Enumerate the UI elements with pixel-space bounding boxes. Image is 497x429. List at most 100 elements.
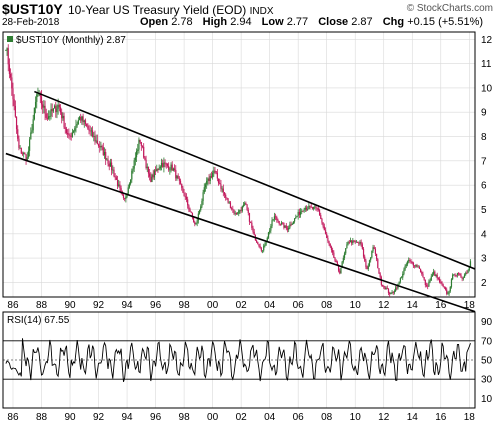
candle-body [442,284,444,287]
candle-body [207,178,209,181]
price-x-tick-label: 06 [293,300,305,311]
candle-body [252,227,254,232]
candle-body [329,244,331,247]
candle-body [6,48,8,51]
exchange-label: INDX [249,6,274,17]
rsi-x-tick-label: 94 [121,412,133,423]
candle-body [64,127,66,129]
candle-body [429,280,431,282]
candle-body [386,288,388,289]
candle-body [245,203,247,205]
candle-body [371,250,373,258]
rsi-x-tick-label: 88 [36,412,48,423]
candle-body [381,284,384,286]
candle-body [465,272,467,275]
candle-body [424,279,426,285]
candle-body [141,145,144,147]
candle-body [326,233,328,239]
candle-body [200,206,202,211]
candle-body [34,101,37,108]
price-panel-frame [2,31,476,298]
candle-body [468,266,470,271]
candle-body [421,272,423,274]
candle-body [106,159,108,161]
candle-body [318,209,321,216]
candle-body [57,104,59,109]
candle-body [78,116,81,121]
candle-body [238,210,240,214]
candle-body [100,146,102,148]
candle-body [20,147,22,154]
candle-body [43,105,45,108]
candle-body [261,250,264,252]
candle-body [55,105,57,113]
candle-body [44,105,46,114]
candle-body [170,164,172,170]
candle-body [391,292,393,294]
candle-body [101,146,103,148]
high-label: High [202,16,228,28]
candle-body [427,285,429,287]
candle-body [272,219,274,221]
candle-body [417,266,419,268]
candle-body [74,128,76,132]
candle-body [454,274,456,276]
candle-body [412,262,415,266]
price-y-tick-label: 7 [481,156,487,167]
candle-body [284,225,286,228]
candle-body [390,292,392,295]
candle-body [376,253,378,260]
candle-body [236,213,239,215]
price-x-tick-label: 14 [407,300,419,311]
candle-body [189,209,191,212]
candle-body [219,183,221,185]
candle-body [441,282,443,285]
candle-body [351,240,353,244]
candle-body [32,119,34,131]
candle-body [316,207,318,209]
candle-body [93,135,95,137]
candle-body [259,246,261,249]
candle-body [305,207,308,210]
candle-body [29,139,31,151]
candle-body [453,274,455,276]
candle-body [13,99,15,106]
candle-body [444,287,447,290]
candle-body [244,203,246,205]
rsi-x-tick-label: 10 [350,412,362,423]
candle-body [146,166,148,169]
candle-body [191,212,194,218]
candle-body [459,274,461,275]
rsi-y-axis: 10 30 50 70 90 [481,317,493,405]
price-y-axis: 2 3 4 5 6 7 8 9 10 11 12 [481,35,493,289]
candle-body [194,221,196,224]
candle-body [428,281,430,287]
candle-body [384,286,386,290]
candle-body [94,135,96,142]
rsi-x-tick-label: 00 [207,412,219,423]
candle-body [75,125,77,129]
candle-body [216,172,218,179]
candle-body [348,242,350,243]
rsi-x-tick-label: 14 [407,412,419,423]
candle-body [134,157,136,161]
candle-body [124,197,126,199]
candle-body [48,116,50,119]
candle-body [358,242,360,244]
candle-body [324,230,327,234]
candle-body [288,227,290,230]
candle-body [434,271,436,276]
candle-body [404,265,406,270]
candle-body [395,287,397,292]
candle-body [450,279,453,287]
price-y-tick-label: 5 [481,205,487,216]
candle-body [139,139,141,143]
price-y-tick-label: 8 [481,132,487,143]
candle-body [275,216,277,218]
candle-body [269,230,271,233]
open-label: Open [140,16,169,28]
candle-body [341,261,343,268]
candle-body [335,260,337,263]
candle-body [149,173,151,177]
